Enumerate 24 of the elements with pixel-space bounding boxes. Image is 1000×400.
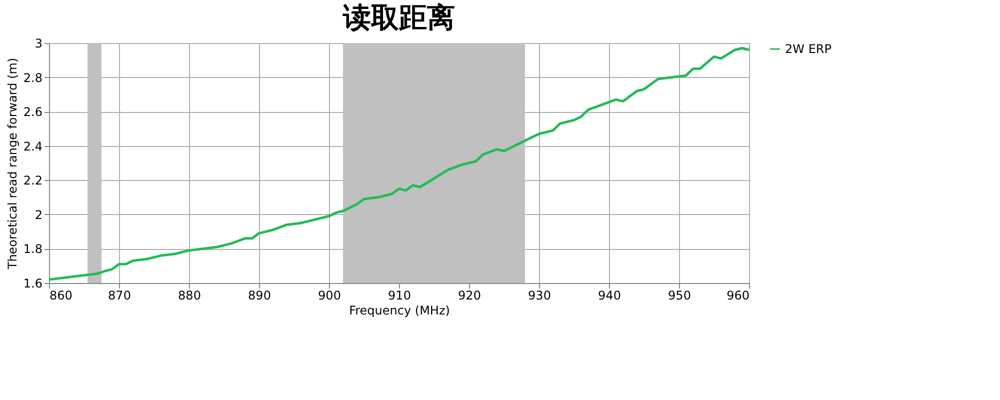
x-axis-title: Frequency (MHz) [349,304,450,318]
legend-label: 2W ERP [785,42,832,56]
x-tick-label: 930 [528,288,551,302]
x-tick-label: 920 [458,288,481,302]
x-tick-label: 940 [598,288,621,302]
y-tick-label: 2.2 [23,174,42,188]
x-tick-label: 910 [388,288,411,302]
x-tick-label: 880 [178,288,201,302]
line-series [48,46,750,281]
y-tick-label: 3 [34,36,42,50]
y-tick-label: 2.6 [23,105,42,120]
x-tick-label: 900 [318,288,341,302]
y-tick-label: 2.8 [23,70,42,85]
x-tick-label: 950 [668,288,691,302]
y-tick-label: 1.8 [23,242,42,256]
x-tick-label: 870 [108,288,131,302]
y-tick-label: 1.6 [23,276,42,290]
x-tick-label: 860 [50,288,72,302]
x-tick-label: 960 [726,288,750,302]
chart-title: 读取距离 [342,1,455,34]
x-tick-label: 890 [248,288,271,302]
y-tick-label: 2 [34,208,42,222]
y-tick-label: 2.4 [23,139,42,154]
y-axis-title: Theoretical read range forward (m) [5,58,20,270]
